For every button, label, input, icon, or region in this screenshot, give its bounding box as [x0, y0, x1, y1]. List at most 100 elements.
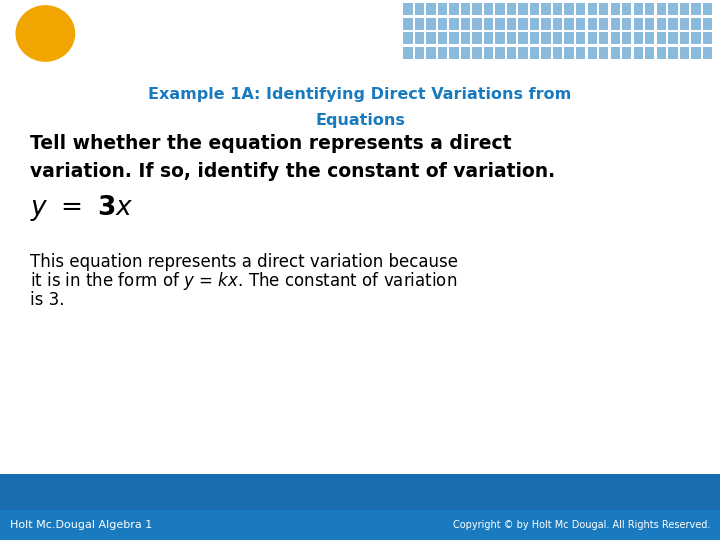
FancyBboxPatch shape [553, 47, 562, 59]
Text: Holt Mc.Dougal Algebra 1: Holt Mc.Dougal Algebra 1 [10, 520, 153, 530]
FancyBboxPatch shape [599, 3, 608, 15]
FancyBboxPatch shape [691, 3, 701, 15]
FancyBboxPatch shape [403, 47, 413, 59]
FancyBboxPatch shape [576, 47, 585, 59]
FancyBboxPatch shape [611, 32, 620, 44]
FancyBboxPatch shape [541, 47, 551, 59]
FancyBboxPatch shape [703, 18, 712, 30]
FancyBboxPatch shape [461, 32, 470, 44]
FancyBboxPatch shape [680, 47, 689, 59]
FancyBboxPatch shape [668, 18, 678, 30]
FancyBboxPatch shape [703, 32, 712, 44]
FancyBboxPatch shape [634, 32, 643, 44]
FancyBboxPatch shape [461, 47, 470, 59]
FancyBboxPatch shape [588, 18, 597, 30]
FancyBboxPatch shape [691, 18, 701, 30]
FancyBboxPatch shape [645, 18, 654, 30]
FancyBboxPatch shape [495, 3, 505, 15]
FancyBboxPatch shape [553, 18, 562, 30]
FancyBboxPatch shape [611, 47, 620, 59]
FancyBboxPatch shape [541, 32, 551, 44]
FancyBboxPatch shape [564, 3, 574, 15]
FancyBboxPatch shape [0, 510, 720, 540]
FancyBboxPatch shape [449, 3, 459, 15]
FancyBboxPatch shape [645, 32, 654, 44]
FancyBboxPatch shape [495, 32, 505, 44]
FancyBboxPatch shape [588, 3, 597, 15]
FancyBboxPatch shape [484, 32, 493, 44]
Text: it is in the form of $\it{y}$ = $\it{kx}$. The constant of variation: it is in the form of $\it{y}$ = $\it{kx}… [30, 270, 457, 292]
FancyBboxPatch shape [541, 3, 551, 15]
FancyBboxPatch shape [622, 18, 631, 30]
FancyBboxPatch shape [564, 32, 574, 44]
FancyBboxPatch shape [691, 32, 701, 44]
FancyBboxPatch shape [576, 3, 585, 15]
FancyBboxPatch shape [415, 47, 424, 59]
FancyBboxPatch shape [403, 3, 413, 15]
Text: variation. If so, identify the constant of variation.: variation. If so, identify the constant … [30, 161, 555, 181]
FancyBboxPatch shape [426, 18, 436, 30]
FancyBboxPatch shape [657, 3, 666, 15]
Text: This equation represents a direct variation because: This equation represents a direct variat… [30, 253, 458, 271]
FancyBboxPatch shape [634, 3, 643, 15]
FancyBboxPatch shape [507, 18, 516, 30]
FancyBboxPatch shape [495, 18, 505, 30]
FancyBboxPatch shape [668, 47, 678, 59]
FancyBboxPatch shape [403, 18, 413, 30]
FancyBboxPatch shape [484, 3, 493, 15]
FancyBboxPatch shape [680, 32, 689, 44]
Text: Direct Variation: Direct Variation [97, 19, 344, 48]
Text: Example 1A: Identifying Direct Variations from: Example 1A: Identifying Direct Variation… [148, 87, 572, 102]
FancyBboxPatch shape [449, 32, 459, 44]
Text: $\it{y}$ $=$ 3$\it{x}$: $\it{y}$ $=$ 3$\it{x}$ [30, 193, 133, 223]
FancyBboxPatch shape [403, 32, 413, 44]
Text: Tell whether the equation represents a direct: Tell whether the equation represents a d… [30, 133, 512, 153]
FancyBboxPatch shape [518, 18, 528, 30]
FancyBboxPatch shape [415, 3, 424, 15]
FancyBboxPatch shape [438, 18, 447, 30]
FancyBboxPatch shape [703, 3, 712, 15]
FancyBboxPatch shape [611, 18, 620, 30]
FancyBboxPatch shape [426, 47, 436, 59]
FancyBboxPatch shape [530, 3, 539, 15]
FancyBboxPatch shape [576, 32, 585, 44]
FancyBboxPatch shape [507, 32, 516, 44]
FancyBboxPatch shape [657, 18, 666, 30]
FancyBboxPatch shape [611, 3, 620, 15]
FancyBboxPatch shape [507, 47, 516, 59]
FancyBboxPatch shape [495, 47, 505, 59]
FancyBboxPatch shape [449, 18, 459, 30]
FancyBboxPatch shape [680, 18, 689, 30]
FancyBboxPatch shape [484, 18, 493, 30]
FancyBboxPatch shape [553, 32, 562, 44]
FancyBboxPatch shape [622, 3, 631, 15]
FancyBboxPatch shape [588, 32, 597, 44]
FancyBboxPatch shape [0, 474, 720, 540]
FancyBboxPatch shape [449, 47, 459, 59]
FancyBboxPatch shape [599, 47, 608, 59]
FancyBboxPatch shape [518, 3, 528, 15]
FancyBboxPatch shape [541, 18, 551, 30]
FancyBboxPatch shape [657, 32, 666, 44]
FancyBboxPatch shape [668, 32, 678, 44]
FancyBboxPatch shape [634, 18, 643, 30]
FancyBboxPatch shape [645, 47, 654, 59]
FancyBboxPatch shape [438, 3, 447, 15]
FancyBboxPatch shape [530, 18, 539, 30]
FancyBboxPatch shape [415, 32, 424, 44]
FancyBboxPatch shape [484, 47, 493, 59]
FancyBboxPatch shape [553, 3, 562, 15]
FancyBboxPatch shape [530, 32, 539, 44]
FancyBboxPatch shape [588, 47, 597, 59]
FancyBboxPatch shape [472, 18, 482, 30]
FancyBboxPatch shape [518, 47, 528, 59]
FancyBboxPatch shape [645, 3, 654, 15]
FancyBboxPatch shape [657, 47, 666, 59]
FancyBboxPatch shape [599, 18, 608, 30]
FancyBboxPatch shape [507, 3, 516, 15]
Ellipse shape [15, 5, 76, 62]
FancyBboxPatch shape [438, 32, 447, 44]
FancyBboxPatch shape [461, 18, 470, 30]
FancyBboxPatch shape [703, 47, 712, 59]
FancyBboxPatch shape [472, 3, 482, 15]
